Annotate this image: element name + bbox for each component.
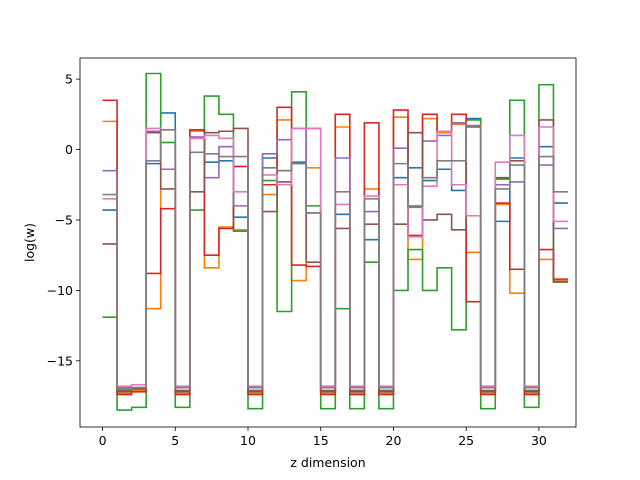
x-axis-ticks: 0 5 10 15 20 25 30 [99,427,547,448]
plot-area-frame [79,57,577,428]
series-8-step-line [102,124,568,390]
x-tick-label: 0 [99,433,107,448]
x-tick-label: 30 [531,433,547,448]
x-tick-label: 5 [171,433,179,448]
x-tick-label: 10 [240,433,256,448]
y-axis-ticks: −15 −10 −5 0 5 [47,72,80,368]
x-tick-label: 15 [313,433,329,448]
x-tick-label: 20 [386,433,402,448]
y-tick-label: −5 [55,212,73,227]
y-tick-label: −10 [47,283,73,298]
y-tick-label: 0 [65,142,73,157]
series-layer [102,72,568,411]
y-axis-label: log(w) [22,223,37,262]
x-axis-label: z dimension [290,455,365,470]
x-tick-label: 25 [458,433,474,448]
y-tick-label: −15 [47,353,73,368]
y-tick-label: 5 [65,72,73,87]
